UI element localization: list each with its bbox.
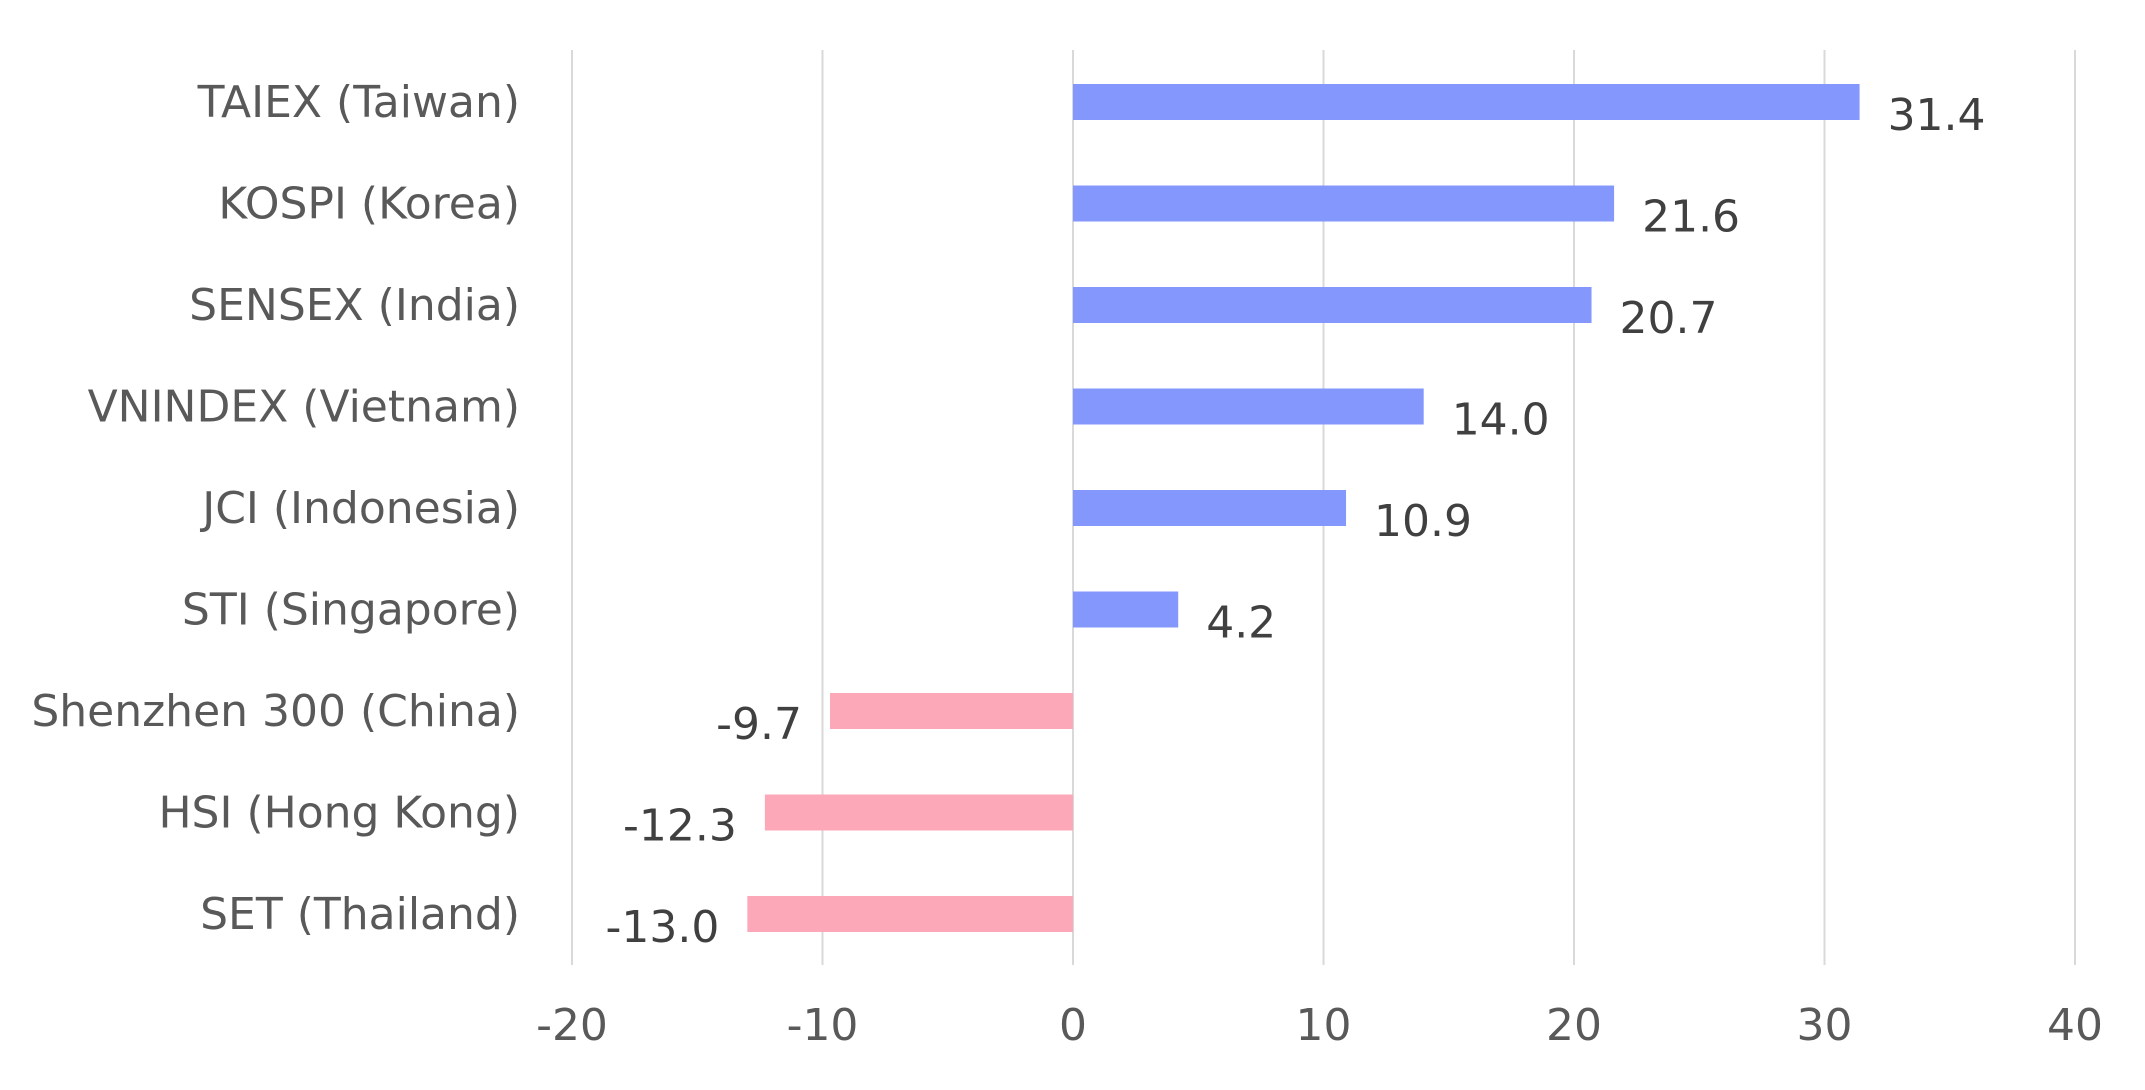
value-label: 21.6 — [1642, 192, 1740, 243]
bar — [1073, 591, 1179, 628]
x-tick-label: 0 — [1059, 1000, 1087, 1051]
x-tick-label: -10 — [787, 1000, 859, 1051]
value-label: 20.7 — [1620, 293, 1718, 344]
x-tick-label: 30 — [1797, 1000, 1853, 1051]
bar — [830, 693, 1073, 729]
category-label: JCI (Indonesia) — [199, 483, 520, 534]
category-label: TAIEX (Taiwan) — [197, 77, 520, 128]
category-label: Shenzhen 300 (China) — [31, 686, 520, 737]
category-label: KOSPI (Korea) — [218, 179, 520, 230]
x-tick-label: 40 — [2047, 1000, 2103, 1051]
category-label: STI (Singapore) — [182, 585, 520, 636]
value-label: -12.3 — [623, 801, 737, 852]
bar — [1073, 388, 1424, 425]
value-labels: 31.4 21.6 20.7 14.0 10.9 4.2 -9.7 -12.3 -13.0 — [605, 90, 1985, 953]
bar — [1073, 287, 1592, 323]
bar — [1073, 84, 1860, 120]
value-label: -13.0 — [605, 902, 719, 953]
value-label: 4.2 — [1206, 598, 1276, 649]
category-label: VNINDEX (Vietnam) — [88, 382, 520, 433]
bar — [1073, 490, 1347, 526]
value-label: -9.7 — [716, 699, 802, 750]
x-tick-label: -20 — [536, 1000, 608, 1051]
category-label: SENSEX (India) — [189, 280, 520, 331]
value-label: 10.9 — [1374, 496, 1472, 547]
x-tick-label: 20 — [1546, 1000, 1602, 1051]
bar — [1073, 185, 1615, 222]
value-label: 31.4 — [1888, 90, 1986, 141]
x-tick-label: 10 — [1296, 1000, 1352, 1051]
bar — [764, 794, 1073, 831]
category-label: HSI (Hong Kong) — [158, 788, 520, 839]
bars — [747, 84, 1860, 932]
value-label: 14.0 — [1452, 395, 1550, 446]
x-axis-tick-labels: -20 -10 0 10 20 30 40 — [536, 1000, 2103, 1051]
bar — [747, 896, 1073, 932]
category-label: SET (Thailand) — [200, 889, 520, 940]
category-labels: TAIEX (Taiwan) KOSPI (Korea) SENSEX (India… — [31, 77, 520, 940]
